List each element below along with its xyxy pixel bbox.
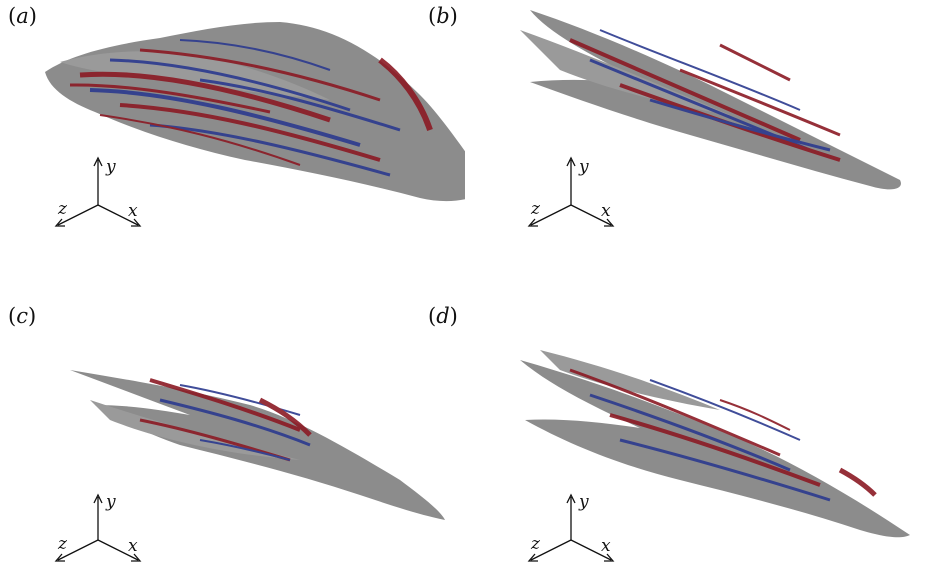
axis-triad	[54, 156, 142, 227]
axis-label-y: y	[578, 157, 589, 177]
axis-label-x: x	[128, 201, 138, 221]
axis-label-z: z	[57, 534, 68, 554]
axis-label-y: y	[105, 492, 116, 512]
panel-label-a: (a)	[8, 4, 37, 28]
axis-label-x: x	[601, 201, 611, 221]
panel-a-visualization: y z x	[45, 22, 465, 227]
axis-triad	[527, 156, 615, 227]
axis-label-z: z	[57, 199, 68, 219]
axis-label-y: y	[578, 492, 589, 512]
axis-label-y: y	[105, 157, 116, 177]
panel-c: (c) y z x	[0, 300, 465, 582]
vortex-structures	[569, 29, 841, 162]
grey-sheet	[60, 51, 330, 100]
panel-a: (a) y z x	[0, 0, 465, 282]
axis-triad	[54, 493, 142, 562]
grey-sheet	[520, 30, 730, 115]
vortex-structures	[69, 39, 433, 177]
vortex-structures	[139, 378, 312, 462]
grey-sheet	[540, 350, 720, 410]
panel-label-b: (b)	[428, 4, 458, 28]
axis-label-x: x	[128, 536, 138, 556]
axis-label-x: x	[601, 536, 611, 556]
vortex-structures	[569, 368, 877, 502]
panel-c-visualization: y z x	[54, 370, 445, 562]
axis-label-z: z	[530, 199, 541, 219]
panel-d-visualization: y z x	[520, 350, 910, 562]
grey-isosurface	[70, 370, 445, 520]
panel-b-visualization: y z x	[520, 10, 901, 227]
axis-triad	[527, 493, 615, 562]
panel-label-c: (c)	[8, 304, 37, 328]
axis-label-z: z	[530, 534, 541, 554]
panel-label-d: (d)	[428, 304, 458, 328]
panel-b: (b) y z x	[420, 0, 901, 282]
panel-d: (d) y z x	[420, 300, 910, 582]
